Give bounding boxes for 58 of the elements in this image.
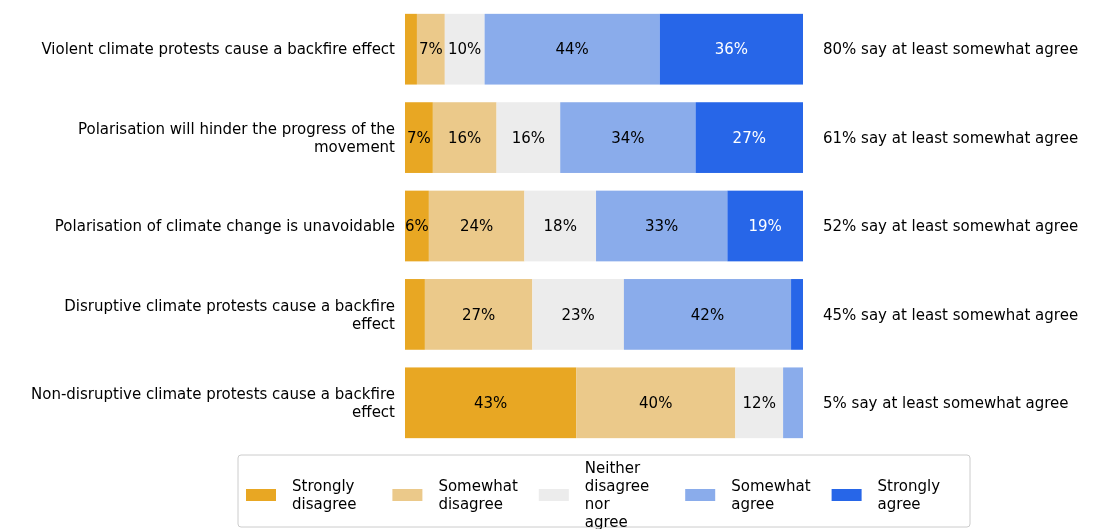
data-label: 7% xyxy=(407,128,431,147)
legend-label: Strongly disagree xyxy=(292,477,357,514)
text: 61% say at least somewhat agree xyxy=(823,128,1079,147)
bar xyxy=(444,13,485,85)
bar xyxy=(432,102,497,173)
data-label: 42% xyxy=(690,305,725,324)
data-label: 27% xyxy=(461,305,496,324)
bar xyxy=(524,190,597,262)
bar xyxy=(405,102,433,173)
data-label: 16% xyxy=(448,128,482,147)
y-tick-label: Polarisation will hinder the progress of the movement xyxy=(77,119,396,156)
legend-label: Somewhat disagree xyxy=(438,477,518,514)
bar xyxy=(659,13,803,85)
bar xyxy=(532,279,624,350)
data-label: 27% xyxy=(732,128,766,147)
bar xyxy=(623,279,792,350)
data-label: 44% xyxy=(555,40,589,59)
bar xyxy=(576,367,736,439)
bar xyxy=(484,13,660,85)
data-label: 6% xyxy=(405,217,429,236)
data-label: 34% xyxy=(611,128,645,147)
bar xyxy=(596,190,728,262)
data-label: 24% xyxy=(459,217,494,236)
bar xyxy=(405,13,417,85)
bar xyxy=(695,102,803,173)
bar xyxy=(791,279,803,350)
data-label: 33% xyxy=(645,217,679,236)
data-label: 7% xyxy=(418,40,443,59)
y-tick-label: Non-disruptive climate protests cause a backfire effect xyxy=(30,385,396,422)
text: 45% say at least somewhat agree xyxy=(823,305,1079,324)
bar xyxy=(560,102,696,173)
data-label: 23% xyxy=(561,305,595,324)
data-label: 43% xyxy=(473,394,508,413)
bar xyxy=(735,367,784,439)
bar xyxy=(496,102,561,173)
data-label: 10% xyxy=(448,40,482,59)
bar xyxy=(428,190,525,262)
text: 52% say at least somewhat agree xyxy=(823,217,1079,236)
y-tick-label: Polarisation of climate change is unavoidable xyxy=(54,217,395,236)
bar xyxy=(416,13,445,85)
data-label: 19% xyxy=(748,217,782,236)
y-tick-label: Disruptive climate protests cause a backfire effect xyxy=(64,296,396,333)
y-tick-label: Violent climate protests cause a backfire effect xyxy=(41,40,396,59)
bar xyxy=(727,190,803,262)
text: 80% say at least somewhat agree xyxy=(823,40,1079,59)
data-label: 18% xyxy=(543,217,577,236)
bar xyxy=(405,279,425,350)
bar xyxy=(424,279,533,350)
text: 5% say at least somewhat agree xyxy=(823,394,1069,413)
data-label: 12% xyxy=(742,394,776,413)
bar xyxy=(405,367,577,439)
legend-label: Strongly agree xyxy=(877,477,941,514)
bar xyxy=(405,190,429,262)
legend-label: Somewhat agree xyxy=(731,477,811,514)
bar xyxy=(783,367,803,439)
data-label: 40% xyxy=(639,394,673,413)
data-label: 16% xyxy=(511,128,546,147)
data-label: 36% xyxy=(714,40,749,59)
